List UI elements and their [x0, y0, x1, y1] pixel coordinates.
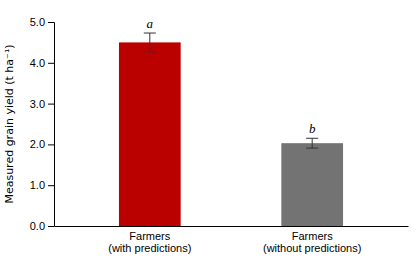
y-tick-label: 2.0 — [30, 138, 45, 150]
error-bar-cap — [306, 138, 318, 139]
y-tick-label: 5.0 — [30, 16, 45, 28]
y-tick: 5.0 — [30, 16, 54, 28]
y-axis-title: Measured grain yield (t ha⁻¹) — [3, 44, 16, 203]
error-bar — [144, 33, 156, 52]
bar — [119, 42, 181, 226]
y-tick: 0.0 — [30, 220, 54, 232]
marks — [119, 33, 343, 226]
y-tick: 1.0 — [30, 179, 54, 191]
y-tick-label: 0.0 — [30, 220, 45, 232]
significance-label: a — [147, 16, 154, 31]
error-bar-cap — [144, 33, 156, 34]
x-tick-label-line: Farmers — [129, 230, 170, 242]
error-bar-cap — [144, 51, 156, 52]
x-tick-label-line: (without predictions) — [263, 242, 361, 254]
y-tick-label: 1.0 — [30, 179, 45, 191]
y-tick-label: 3.0 — [30, 98, 45, 110]
chart: 0.01.02.03.04.05.0Farmers(with predictio… — [0, 0, 420, 266]
error-bar — [306, 138, 318, 148]
y-tick: 3.0 — [30, 98, 54, 110]
error-bar-stem — [312, 138, 313, 148]
y-tick-mark — [48, 185, 54, 186]
x-tick: Farmers(with predictions) — [108, 226, 191, 254]
y-tick-mark — [48, 22, 54, 23]
annotations: ab — [147, 16, 316, 136]
error-bar-cap — [306, 148, 318, 149]
y-tick-mark — [48, 104, 54, 105]
x-tick-label-line: Farmers — [292, 230, 333, 242]
y-axis-line — [48, 23, 55, 227]
x-tick: Farmers(without predictions) — [263, 226, 361, 254]
x-tick-label-line: (with predictions) — [108, 242, 191, 254]
x-axis-line — [55, 226, 409, 227]
y-tick: 4.0 — [30, 57, 54, 69]
x-tick-label: Farmers(with predictions) — [108, 230, 191, 255]
plot: 0.01.02.03.04.05.0Farmers(with predictio… — [3, 16, 409, 254]
x-axis: Farmers(with predictions)Farmers(without… — [55, 226, 409, 254]
y-tick-label: 4.0 — [30, 57, 45, 69]
significance-label: b — [309, 121, 316, 136]
y-tick-mark — [48, 226, 54, 227]
y-tick-mark — [48, 144, 54, 145]
y-tick-mark — [48, 63, 54, 64]
error-bar-stem — [149, 33, 150, 52]
y-axis: 0.0 1.0 2.0 3.0 4.0 5.0 — [30, 16, 55, 232]
x-tick-label: Farmers(without predictions) — [263, 230, 361, 255]
bar — [281, 143, 343, 226]
y-tick: 2.0 — [30, 138, 54, 150]
